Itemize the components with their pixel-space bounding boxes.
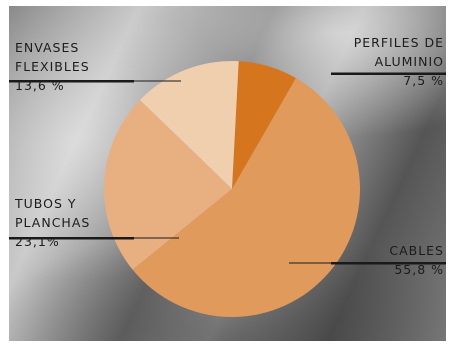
label-perfiles-value: 7,5 % [403,73,444,88]
leader-bar-cables [331,262,446,265]
label-cables-value: 55,8 % [394,262,444,277]
label-tubos-line1: TUBOS Y [15,196,77,211]
label-envases-line2: FLEXIBLES [15,59,90,74]
label-envases-value: 13,6 % [15,78,65,93]
label-cables-line1: CABLES [389,243,444,258]
label-perfiles: PERFILES DE ALUMINIO 7,5 % [354,33,444,90]
label-tubos: TUBOS Y PLANCHAS 23,1% [15,194,90,251]
pie-slice-envases [139,60,239,189]
label-envases: ENVASES FLEXIBLES 13,6 % [15,38,90,95]
label-envases-line1: ENVASES [15,40,80,55]
chart-frame: PERFILES DE ALUMINIO 7,5 % CABLES 55,8 %… [9,6,446,341]
pie-slice-tubos [104,100,232,270]
label-tubos-line2: PLANCHAS [15,215,91,230]
pie-slice-cables [132,78,360,318]
pie-slice-perfiles [232,61,296,190]
leader-bar-envases [9,80,134,83]
leader-bar-perfiles [331,72,446,75]
label-perfiles-line2: ALUMINIO [374,54,444,69]
label-cables: CABLES 55,8 % [389,241,444,279]
leader-bar-tubos [9,237,134,240]
label-perfiles-line1: PERFILES DE [353,35,444,50]
pie-slices [104,60,360,318]
leader-lines [9,72,446,265]
label-tubos-value: 23,1% [15,234,60,249]
pie-chart [9,60,446,318]
